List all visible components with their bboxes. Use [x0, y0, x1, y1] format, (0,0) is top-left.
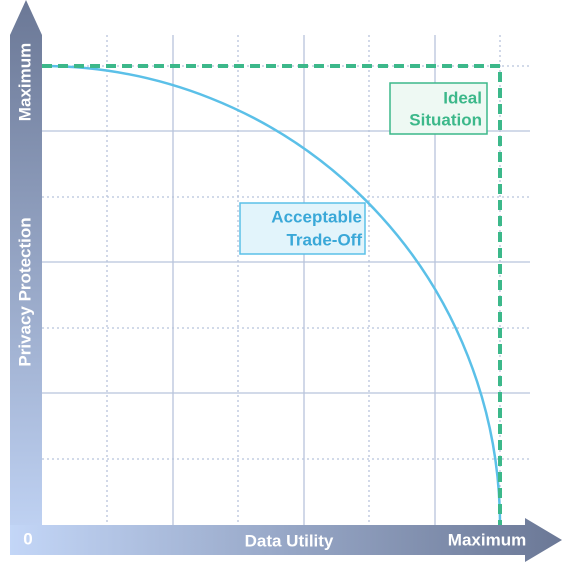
y-axis-arrow	[10, 0, 42, 555]
tradeoff-curve	[41, 64, 502, 526]
x-max-label: Maximum	[448, 530, 526, 549]
ideal-box	[389, 82, 488, 135]
x-axis-label: Data Utility	[245, 531, 334, 550]
ideal-label: Situation	[409, 110, 482, 129]
x-axis-arrow	[10, 518, 562, 562]
ideal-boundary	[42, 64, 502, 525]
tradeoff-label: Acceptable	[271, 207, 362, 226]
tradeoff-label: Trade-Off	[286, 230, 362, 249]
y-axis-label: Privacy Protection	[15, 217, 34, 366]
ideal-label: Ideal	[443, 88, 482, 107]
tradeoff-box	[239, 202, 366, 255]
origin-label: 0	[23, 529, 32, 548]
y-max-label: Maximum	[15, 43, 34, 121]
